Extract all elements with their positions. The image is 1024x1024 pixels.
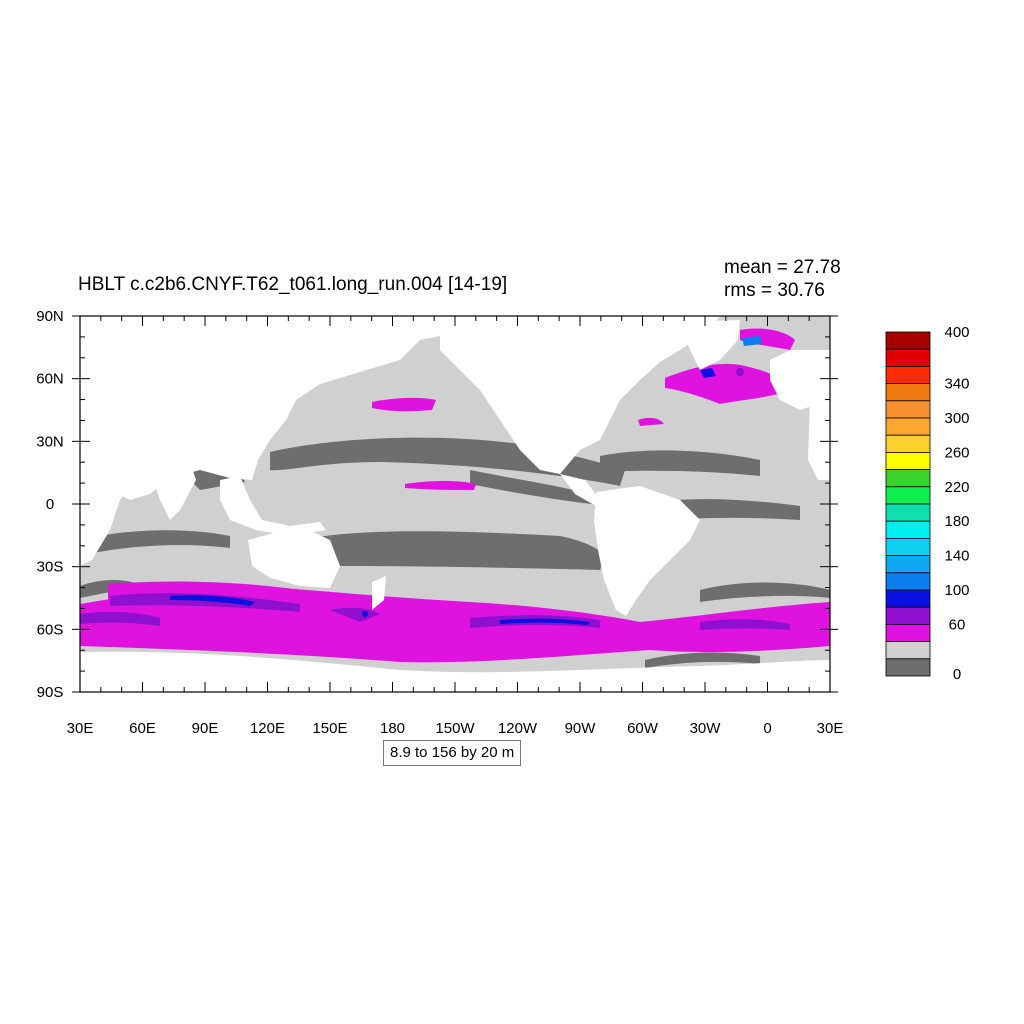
- colorbar-label: 260: [944, 444, 969, 461]
- colorbar-swatch: [885, 572, 931, 591]
- y-tick-label: 90S: [37, 684, 64, 701]
- north-atlantic-patch: [665, 363, 790, 404]
- x-tick-label: 30W: [690, 720, 722, 737]
- x-tick-label: 180: [380, 720, 405, 737]
- y-tick-label: 0: [46, 496, 54, 513]
- gulf-stream-patch: [638, 417, 664, 426]
- deepest-hblt-cores: [170, 595, 590, 625]
- nordic-seas-core: [742, 336, 762, 346]
- colorbar-swatch: [885, 624, 931, 643]
- rms-label: rms =: [724, 280, 778, 301]
- colorbar-label: 180: [944, 513, 969, 530]
- colorbar-swatch: [885, 538, 931, 557]
- x-tick-label: 0: [763, 720, 771, 737]
- colorbar-swatch: [885, 331, 931, 350]
- map-field: [80, 316, 830, 692]
- colorbar-label: 220: [944, 479, 969, 496]
- land-masses: [80, 316, 830, 692]
- labrador-sea-core: [700, 368, 716, 378]
- colorbar-label: 340: [944, 376, 969, 393]
- y-tick-label: 60S: [37, 621, 64, 638]
- colorbar-swatch: [885, 434, 931, 453]
- colorbar-swatch: [885, 606, 931, 625]
- colorbar-swatch: [885, 555, 931, 574]
- colorbar-swatch: [885, 400, 931, 419]
- nordic-seas-patch: [740, 328, 795, 350]
- y-tick-label: 60N: [36, 371, 64, 388]
- north-atlantic-core: [736, 368, 744, 376]
- y-tick-label: 30N: [36, 433, 64, 450]
- colorbar-swatch: [885, 658, 931, 677]
- colorbar-swatch: [885, 469, 931, 488]
- x-tick-label: 120E: [250, 720, 285, 737]
- colorbar-swatch: [885, 348, 931, 367]
- colorbar-swatch: [885, 486, 931, 505]
- colorbar-swatch: [885, 520, 931, 539]
- north-pacific-patch: [372, 397, 436, 412]
- y-tick-label: 90N: [36, 308, 64, 325]
- equatorial-pacific-patch: [405, 481, 476, 490]
- x-tick-label: 60E: [129, 720, 156, 737]
- x-tick-label: 30E: [817, 720, 844, 737]
- colorbar-swatch: [885, 503, 931, 522]
- x-tick-label: 90W: [565, 720, 597, 737]
- mean-label: mean =: [724, 257, 794, 278]
- rms-value: 30.76: [777, 280, 825, 301]
- axis-ticks: 30E 60E 90E 120E 150E 180 150W 120W 90W 60W 30W 0 30…: [36, 308, 843, 737]
- x-tick-label: 150E: [312, 720, 347, 737]
- colorbar-swatch: [885, 451, 931, 470]
- colorbar-label: 140: [944, 548, 969, 565]
- colorbar-swatch: [885, 383, 931, 402]
- colorbar-label: 300: [944, 410, 969, 427]
- colorbar-swatch: [885, 417, 931, 436]
- colorbar-label: 100: [944, 582, 969, 599]
- colorbar-swatch: [885, 589, 931, 608]
- mean-value: 27.78: [793, 257, 841, 278]
- x-tick-label: 30E: [67, 720, 94, 737]
- colorbar-label: 60: [949, 616, 966, 633]
- colorbar-swatch: [885, 641, 931, 660]
- mean-statistic: mean = 27.78: [724, 257, 841, 279]
- x-tick-label: 90E: [192, 720, 219, 737]
- x-tick-label: 60W: [627, 720, 659, 737]
- colorbar-swatch: [885, 365, 931, 384]
- x-tick-label: 150W: [435, 720, 475, 737]
- deep-hblt-streaks: [80, 593, 790, 630]
- x-tick-label: 120W: [498, 720, 538, 737]
- plot-title: HBLT c.c2b6.CNYF.T62_t061.long_run.004 […: [78, 274, 508, 295]
- contour-info-box: 8.9 to 156 by 20 m: [383, 740, 522, 766]
- y-tick-label: 30S: [37, 559, 64, 576]
- colorbar-label: 400: [944, 324, 969, 341]
- colorbar: 400 340 300 260 220 180 140 100 60 0: [885, 324, 970, 683]
- rms-statistic: rms = 30.76: [724, 280, 825, 302]
- colorbar-label: 0: [953, 666, 961, 683]
